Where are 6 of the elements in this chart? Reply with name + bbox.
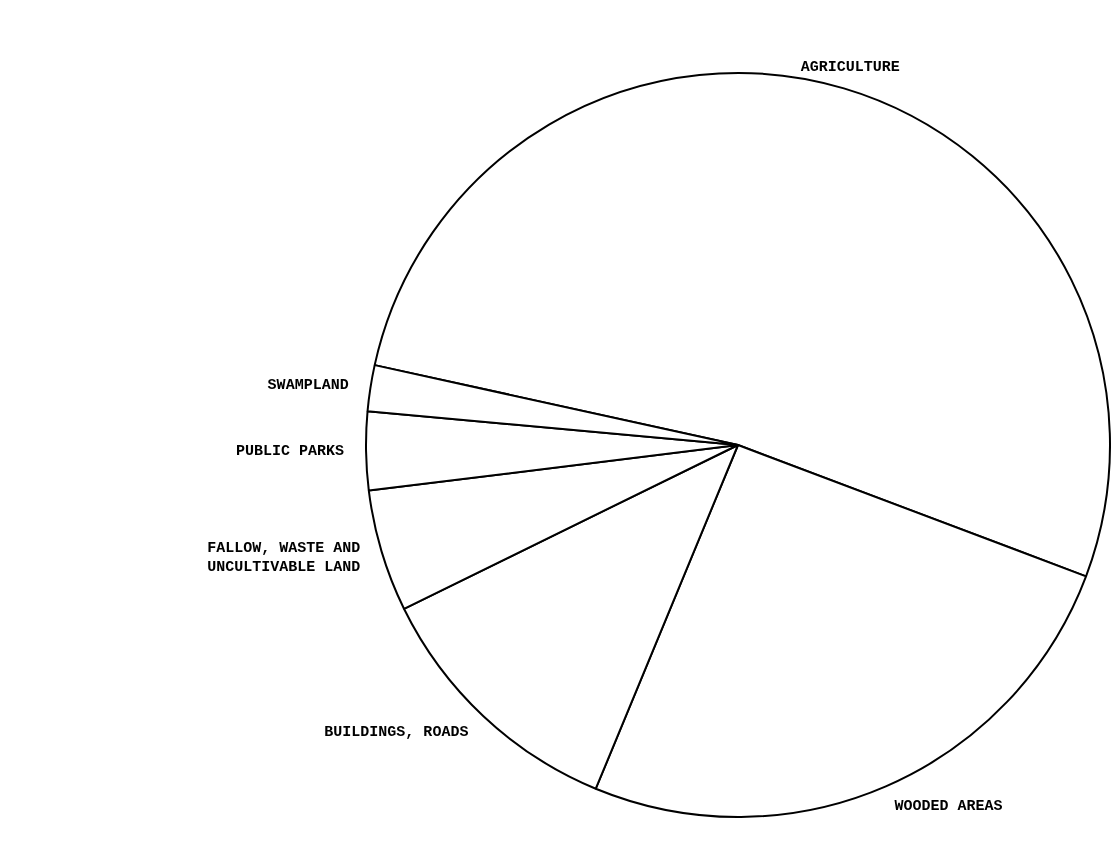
slice-label: BUILDINGS, ROADS [324, 724, 469, 742]
slice-label: AGRICULTURE [800, 59, 900, 77]
slice-label: FALLOW, WASTE AND UNCULTIVABLE LAND [207, 539, 361, 576]
slice-label: WOODED AREAS [894, 798, 1003, 816]
slice-label: SWAMPLAND [267, 376, 349, 394]
slice-label: PUBLIC PARKS [236, 443, 345, 461]
